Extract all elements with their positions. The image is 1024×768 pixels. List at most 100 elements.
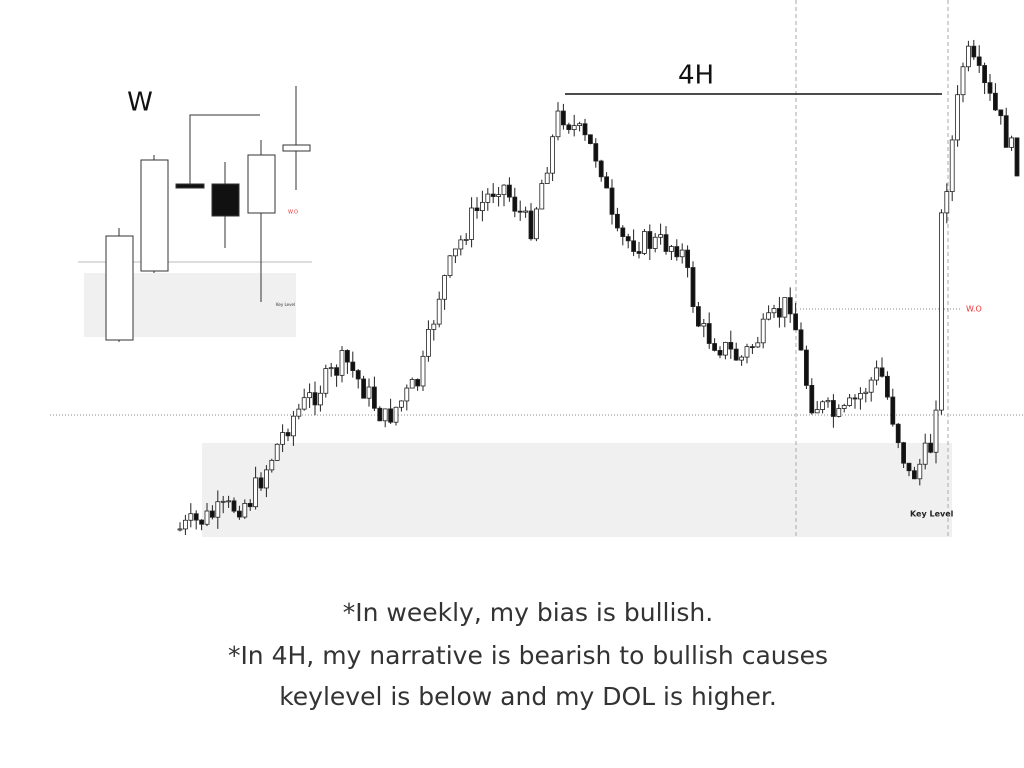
candle-body <box>377 407 383 422</box>
candle-body <box>912 470 917 480</box>
candle-body <box>625 236 631 242</box>
candle-body <box>404 387 410 402</box>
h4-open-label: W.O <box>966 305 982 314</box>
candle-body <box>987 82 993 94</box>
candle-body <box>609 187 615 215</box>
candle-body <box>334 367 340 376</box>
candle-body <box>344 350 350 363</box>
candle-body <box>226 500 232 503</box>
candle-body <box>436 298 442 325</box>
candle-body <box>339 350 345 376</box>
candle-body <box>296 408 302 417</box>
candle-body <box>598 160 604 178</box>
candle-body <box>820 401 825 410</box>
candle-body <box>755 342 761 348</box>
candle-body <box>895 423 901 444</box>
candle-body <box>301 397 307 410</box>
candle-body <box>258 477 264 489</box>
candle-body <box>512 196 518 212</box>
candle-body <box>544 172 550 184</box>
candle-body <box>1003 115 1009 148</box>
candle-body <box>539 183 545 210</box>
candle-body <box>215 501 221 518</box>
candle-body <box>577 123 582 126</box>
candle-body <box>247 502 253 508</box>
candle-body <box>474 207 480 212</box>
candle-body <box>804 349 809 386</box>
candle-body <box>323 368 329 394</box>
candle-body <box>766 312 771 320</box>
candle-body <box>193 513 199 521</box>
candle-body <box>717 350 723 356</box>
candle-body <box>928 442 933 453</box>
candle-body <box>674 246 680 258</box>
candle-body <box>933 409 939 453</box>
h4-candles <box>177 39 1020 535</box>
candle-body <box>701 323 707 327</box>
candle-body <box>971 45 977 58</box>
candle-body <box>452 248 458 257</box>
candle-body <box>658 234 663 238</box>
candle-body <box>982 65 987 84</box>
candle-body <box>744 346 750 358</box>
candle-body <box>949 139 955 192</box>
candle-body <box>809 384 815 414</box>
candle-body <box>885 375 890 398</box>
candle-body <box>280 432 286 445</box>
candle-body <box>787 297 793 315</box>
candle-body <box>917 463 923 480</box>
candle-body <box>841 405 847 409</box>
candle-body <box>328 367 334 370</box>
candle-body <box>706 323 712 344</box>
candle-body <box>906 462 912 472</box>
weekly-open-label: W.O <box>288 210 298 216</box>
candle-body <box>955 94 960 141</box>
candle-body <box>366 386 372 399</box>
candle-body <box>501 184 507 196</box>
candle-body <box>290 415 296 437</box>
candle-body <box>209 510 215 518</box>
candle-body <box>388 408 394 423</box>
caption-line: *In weekly, my bias is bullish. <box>343 598 713 627</box>
candle-body <box>998 109 1004 117</box>
candle-body <box>868 379 874 393</box>
candle-body <box>415 379 421 387</box>
candle-body <box>382 408 388 422</box>
candle-body <box>398 400 404 408</box>
candle-body <box>485 193 491 203</box>
candle-body <box>960 66 966 96</box>
candle-body <box>728 341 734 350</box>
candle-body <box>242 502 248 518</box>
candle-body <box>220 500 226 503</box>
candle-body <box>696 306 701 327</box>
candle-body <box>285 432 291 437</box>
candle-body <box>355 370 361 380</box>
candle-body <box>771 308 777 314</box>
candle-body <box>852 397 858 400</box>
candle-body <box>750 346 755 349</box>
candle-body <box>231 500 237 512</box>
candle-body <box>782 297 788 318</box>
weekly-key-label: Key Level <box>276 302 295 307</box>
candle-body <box>1009 137 1014 148</box>
candle-body <box>582 123 588 136</box>
candle-body <box>263 469 269 489</box>
candle-body <box>534 208 539 240</box>
candle-body <box>588 134 593 144</box>
candle-body <box>188 513 194 521</box>
h4-key-label: Key Level <box>910 510 954 519</box>
candle-body <box>425 329 431 357</box>
candle-body <box>793 313 798 331</box>
candle-body <box>561 110 566 126</box>
candle-body <box>409 379 415 389</box>
candle-body <box>739 356 744 361</box>
candle-body <box>571 125 577 130</box>
candle-body <box>712 343 717 351</box>
candle-body <box>831 400 836 417</box>
candle-body <box>733 348 739 361</box>
candle-body <box>879 367 885 377</box>
candle-body <box>663 234 669 252</box>
candle-body <box>236 510 242 518</box>
candle-body <box>447 255 453 277</box>
